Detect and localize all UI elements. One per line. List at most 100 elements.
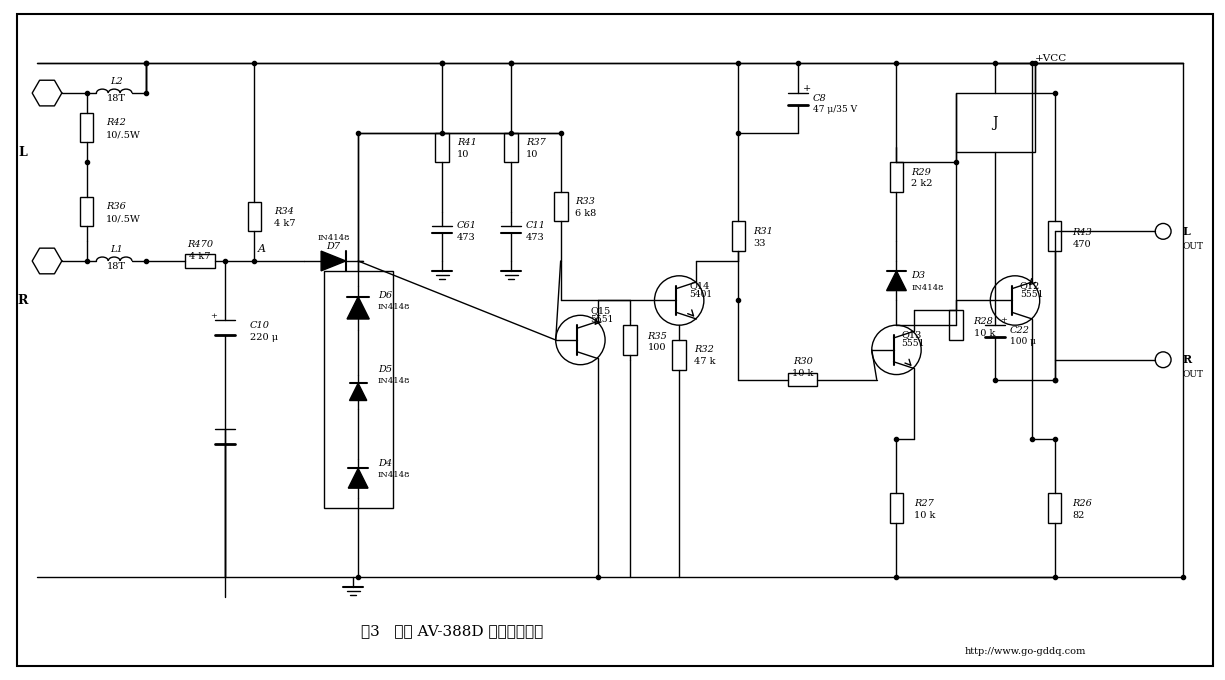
Text: Q12: Q12 (1020, 281, 1040, 290)
Text: 图3   奇声 AV-388D 后级保护电路: 图3 奇声 AV-388D 后级保护电路 (361, 624, 543, 639)
Text: R42: R42 (107, 118, 126, 127)
Text: +: + (209, 312, 217, 320)
Text: 10 k: 10 k (791, 369, 813, 378)
Text: 33: 33 (753, 239, 766, 248)
Polygon shape (347, 296, 369, 319)
Bar (788, 373, 817, 386)
Bar (731, 222, 745, 251)
Text: R34: R34 (274, 207, 294, 216)
Text: 18T: 18T (107, 262, 126, 271)
Text: L: L (18, 146, 27, 159)
Text: L2: L2 (110, 77, 123, 86)
Text: Q14: Q14 (688, 281, 709, 290)
Text: 5401: 5401 (688, 290, 712, 299)
Text: IN4148: IN4148 (317, 235, 349, 242)
Bar (435, 133, 450, 163)
Text: 18T: 18T (107, 95, 126, 103)
Text: 2 k2: 2 k2 (911, 180, 932, 188)
Text: R43: R43 (1072, 228, 1093, 237)
Polygon shape (349, 384, 366, 401)
Text: C11: C11 (526, 221, 546, 230)
Text: 220 μ: 220 μ (250, 333, 278, 341)
Text: 6 k8: 6 k8 (576, 209, 597, 218)
Text: OUT: OUT (1183, 370, 1204, 379)
Text: A: A (257, 244, 266, 254)
Bar (554, 192, 567, 222)
Text: 473: 473 (457, 233, 475, 242)
Text: D7: D7 (326, 241, 341, 251)
Text: 5551: 5551 (902, 339, 925, 348)
Bar (889, 493, 903, 523)
Text: R: R (17, 294, 27, 307)
Text: R41: R41 (457, 138, 477, 147)
Text: R27: R27 (914, 500, 935, 509)
Text: 5551: 5551 (1020, 290, 1044, 299)
Text: 10: 10 (457, 150, 469, 159)
Text: D6: D6 (377, 291, 392, 300)
Text: C10: C10 (250, 321, 270, 330)
Text: 47 k: 47 k (695, 357, 715, 367)
Bar (80, 197, 93, 226)
Bar (956, 93, 1035, 152)
Text: OUT: OUT (1183, 241, 1204, 251)
Text: Q13: Q13 (902, 330, 921, 339)
Bar (505, 133, 518, 163)
Text: 47 μ/35 V: 47 μ/35 V (812, 105, 856, 114)
Bar (323, 271, 393, 508)
Text: 10 k: 10 k (974, 328, 995, 337)
Text: 10/.5W: 10/.5W (107, 130, 141, 139)
Text: Q15: Q15 (590, 306, 610, 315)
Polygon shape (887, 271, 906, 290)
Text: +VCC: +VCC (1035, 54, 1067, 63)
Text: IN4148: IN4148 (911, 284, 943, 292)
Text: IN4148: IN4148 (377, 471, 410, 479)
Text: R37: R37 (526, 138, 546, 147)
Text: D5: D5 (377, 365, 392, 374)
Text: IN4148: IN4148 (377, 377, 410, 386)
Text: R: R (1183, 354, 1192, 365)
Text: R29: R29 (911, 167, 931, 177)
Text: L1: L1 (110, 245, 123, 254)
Text: 4 k7: 4 k7 (274, 219, 295, 228)
Text: J: J (992, 116, 998, 130)
Text: R28: R28 (974, 317, 993, 326)
Text: 5551: 5551 (590, 315, 614, 324)
Bar (949, 310, 963, 340)
Text: 10: 10 (526, 150, 539, 159)
Text: C22: C22 (1011, 326, 1030, 335)
Text: R26: R26 (1072, 500, 1093, 509)
Bar (80, 113, 93, 142)
Text: D4: D4 (377, 459, 392, 468)
Text: 4 k7: 4 k7 (190, 252, 211, 260)
Text: 100: 100 (648, 343, 666, 352)
Text: 82: 82 (1072, 511, 1084, 520)
Bar (1047, 493, 1061, 523)
Text: R36: R36 (107, 202, 126, 211)
Text: +: + (1000, 316, 1007, 324)
Text: C8: C8 (812, 94, 827, 103)
Polygon shape (321, 251, 345, 271)
Text: R32: R32 (695, 345, 714, 354)
Bar (673, 340, 686, 370)
Text: +: + (802, 84, 811, 92)
Text: C61: C61 (457, 221, 477, 230)
Polygon shape (348, 469, 368, 488)
Text: 10/.5W: 10/.5W (107, 214, 141, 223)
Bar (1047, 222, 1061, 251)
Bar (889, 163, 903, 192)
Bar (185, 254, 214, 268)
Text: 473: 473 (526, 233, 545, 242)
Bar (247, 202, 261, 231)
Text: R35: R35 (648, 332, 668, 341)
Text: L: L (1183, 226, 1191, 237)
Text: R470: R470 (187, 239, 213, 249)
Bar (622, 325, 637, 355)
Text: R30: R30 (793, 357, 812, 367)
Text: IN4148: IN4148 (377, 303, 410, 311)
Text: R33: R33 (576, 197, 595, 206)
Text: 100 μ: 100 μ (1011, 337, 1036, 347)
Text: 470: 470 (1072, 239, 1091, 249)
Text: http://www.go-gddq.com: http://www.go-gddq.com (964, 647, 1085, 656)
Text: 10 k: 10 k (914, 511, 936, 520)
Text: D3: D3 (911, 271, 925, 280)
